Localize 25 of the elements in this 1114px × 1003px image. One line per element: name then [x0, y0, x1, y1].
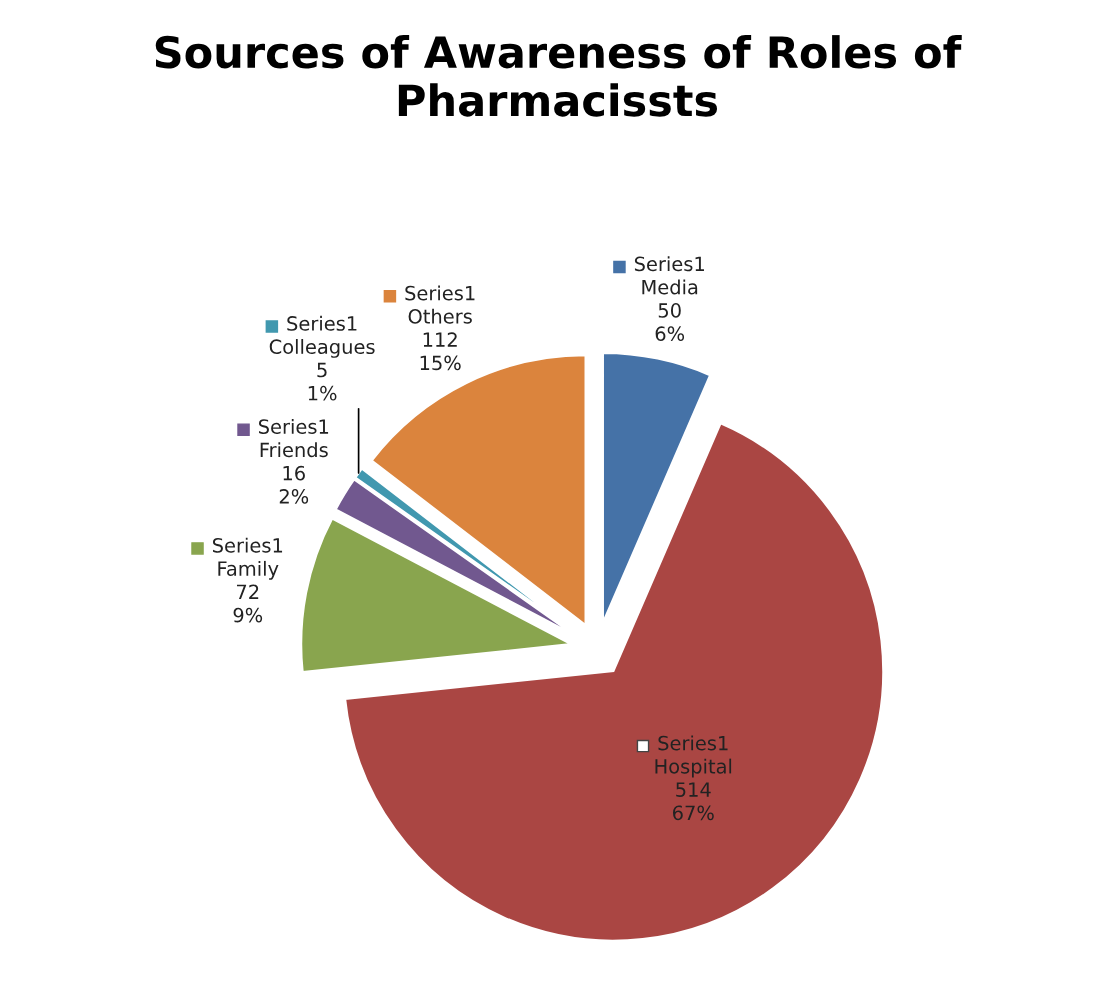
- text: 15%: [420, 355, 461, 371]
- legend-label: Others: [408, 308, 472, 324]
- data-label: 514: [676, 782, 711, 797]
- slice-label: Family: [218, 560, 279, 580]
- text: 9%: [233, 607, 263, 623]
- text: Series1: [658, 735, 728, 751]
- text: Series1: [634, 256, 704, 272]
- text: 6%: [655, 326, 685, 342]
- data-label: 112: [423, 332, 457, 347]
- text: 67%: [673, 805, 714, 821]
- data-label: 50: [658, 303, 681, 318]
- legend-label: Friends: [260, 442, 328, 458]
- text: Series1: [258, 418, 329, 434]
- slice-label: Series1: [212, 537, 283, 553]
- text: 1%: [308, 385, 337, 401]
- data-label: 16: [283, 465, 305, 481]
- data-label: 72: [237, 584, 259, 599]
- text: Series1: [405, 285, 475, 301]
- legend-label: Colleagues: [269, 339, 375, 358]
- text: 2%: [279, 489, 309, 504]
- slice-label: Hospital: [655, 758, 732, 778]
- text: Series1: [287, 315, 357, 331]
- data-label: 5: [317, 362, 327, 378]
- chart-title: Sources of Awareness of Roles of Pharmacissts: [155, 35, 962, 117]
- slice-label: Media: [642, 279, 698, 295]
